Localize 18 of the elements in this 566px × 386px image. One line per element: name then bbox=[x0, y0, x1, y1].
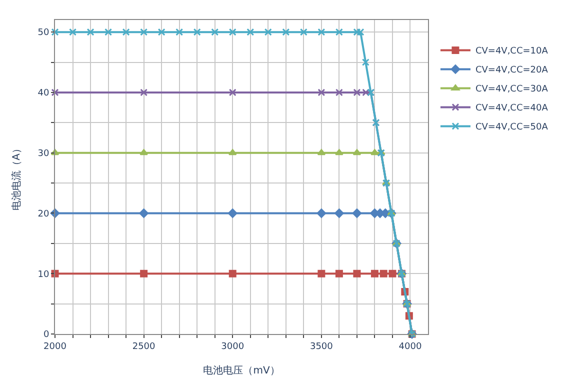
y-tick-label: 50 bbox=[38, 28, 50, 38]
y-tick-label: 20 bbox=[38, 209, 50, 220]
x-axis-title: 电池电压（mV） bbox=[203, 364, 280, 376]
x-tick-label: 3000 bbox=[221, 342, 244, 352]
x-tick-label: 2500 bbox=[132, 342, 156, 352]
y-tick-label: 10 bbox=[38, 270, 50, 280]
legend-label: CV=4V,CC=50A bbox=[475, 122, 549, 133]
y-axis-title: 电池电流（A） bbox=[10, 144, 23, 210]
legend-label: CV=4V,CC=10A bbox=[475, 46, 549, 57]
y-tick-label: 40 bbox=[38, 88, 50, 99]
x-tick-label: 3500 bbox=[310, 342, 334, 352]
legend-label: CV=4V,CC=20A bbox=[475, 66, 549, 76]
legend-label: CV=4V,CC=30A bbox=[475, 84, 549, 95]
x-tick-label: 4000 bbox=[398, 342, 422, 352]
y-tick-label: 0 bbox=[43, 330, 50, 340]
x-tick-label: 2000 bbox=[44, 342, 67, 352]
y-tick-label: 30 bbox=[38, 149, 50, 159]
legend-label: CV=4V,CC=40A bbox=[475, 104, 549, 114]
